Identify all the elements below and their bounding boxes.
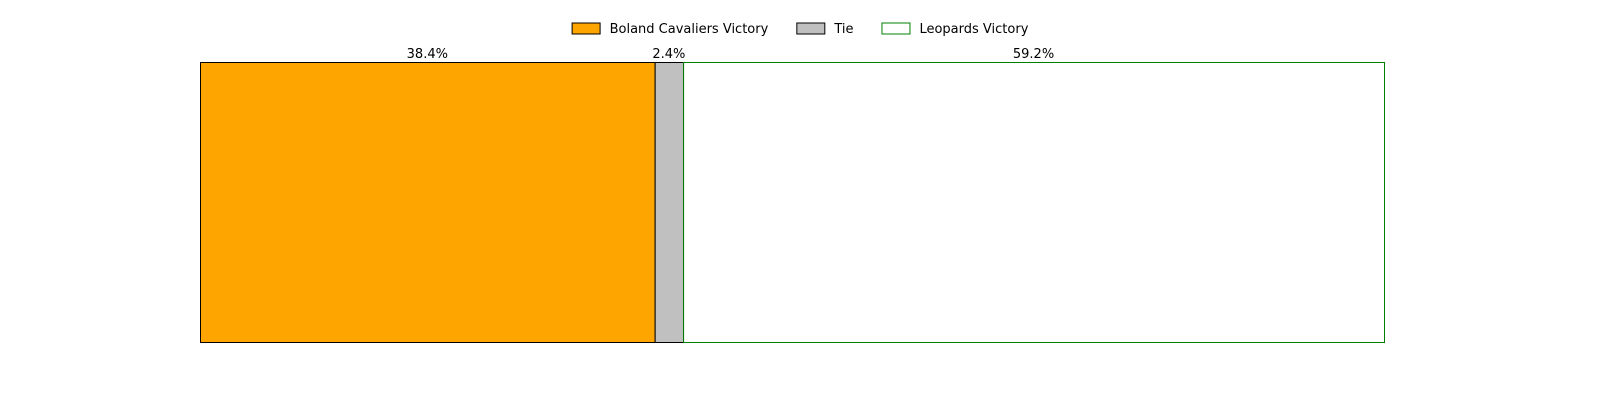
legend-item-leopards-victory: Leopards Victory bbox=[881, 22, 1029, 37]
data-label-boland-cavaliers-victory: 38.4% bbox=[407, 47, 448, 62]
legend-label-leopards-victory: Leopards Victory bbox=[919, 22, 1028, 37]
bar-segment-tie bbox=[654, 62, 685, 343]
data-labels-layer: 38.4% 2.4% 59.2% bbox=[407, 47, 1055, 62]
bars-layer bbox=[200, 62, 1385, 343]
data-label-tie: 2.4% bbox=[652, 47, 685, 62]
legend: Boland Cavaliers Victory Tie Leopards Vict… bbox=[571, 22, 1029, 37]
bar-segment-leopards-victory bbox=[683, 62, 1385, 343]
legend-swatch-tie bbox=[796, 22, 826, 35]
legend-item-boland-cavaliers-victory: Boland Cavaliers Victory bbox=[571, 22, 769, 37]
bar-segment-boland-cavaliers-victory bbox=[200, 62, 656, 343]
data-label-leopards-victory: 59.2% bbox=[1013, 47, 1054, 62]
legend-swatch-boland-cavaliers-victory bbox=[571, 22, 601, 35]
legend-label-tie: Tie bbox=[833, 22, 853, 37]
legend-item-tie: Tie bbox=[796, 22, 853, 37]
legend-swatch-leopards-victory bbox=[881, 22, 911, 35]
legend-label-boland-cavaliers-victory: Boland Cavaliers Victory bbox=[610, 22, 769, 37]
